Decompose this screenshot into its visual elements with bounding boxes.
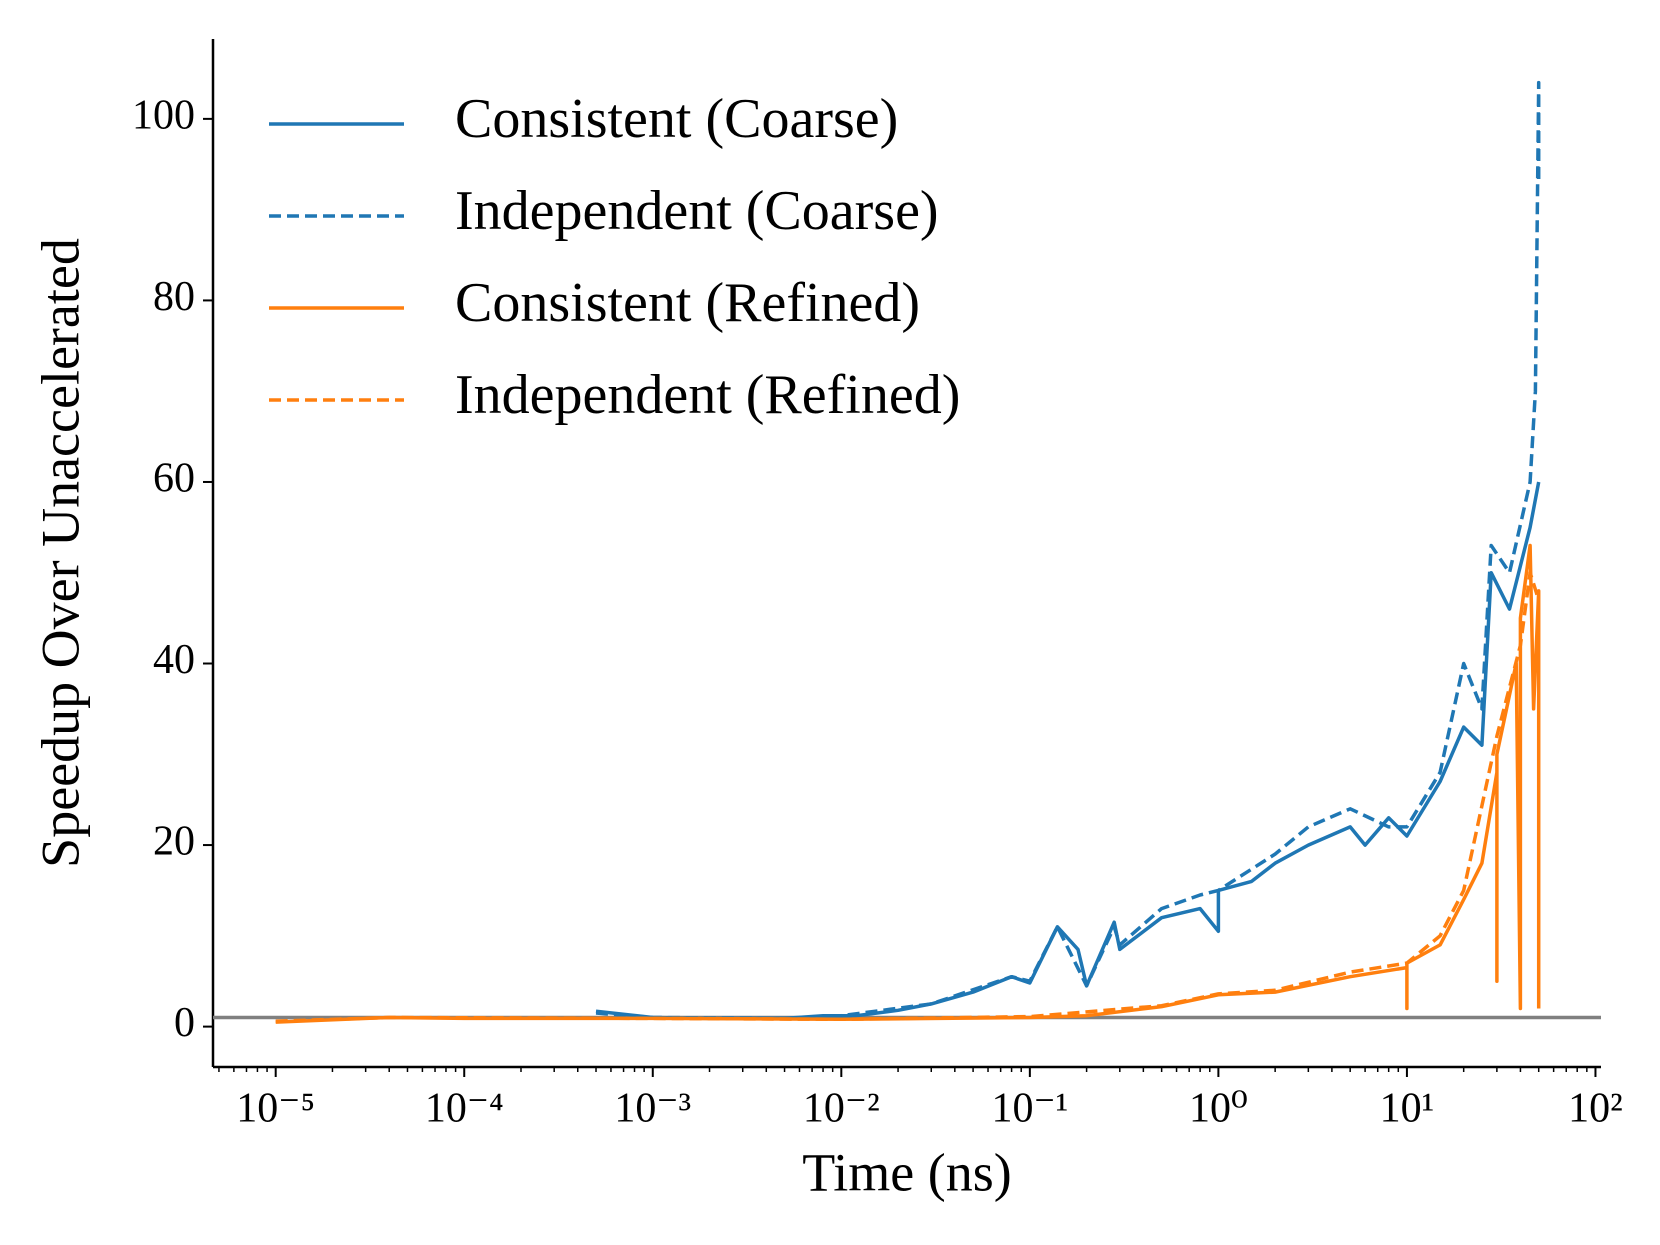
y-tick-label: 60 — [153, 456, 195, 502]
series-line — [275, 570, 1541, 1023]
x-tick-label: 10⁻³ — [614, 1086, 691, 1132]
x-axis-label: Time (ns) — [802, 1142, 1012, 1202]
legend-label: Independent (Refined) — [455, 364, 960, 426]
series-line — [595, 80, 1541, 1021]
y-tick-label: 100 — [132, 93, 195, 139]
y-axis-label: Speedup Over Unaccelerated — [30, 238, 90, 868]
legend-label: Consistent (Refined) — [455, 272, 920, 334]
series-line — [275, 543, 1541, 1024]
x-tick-label: 10⁰ — [1189, 1086, 1248, 1132]
x-tick-label: 10¹ — [1380, 1086, 1435, 1132]
x-tick-label: 10² — [1568, 1086, 1623, 1132]
legend-label: Consistent (Coarse) — [455, 88, 898, 150]
legend-label: Independent (Coarse) — [455, 180, 939, 242]
x-tick-label: 10⁻⁵ — [236, 1086, 315, 1132]
x-tick-label: 10⁻⁴ — [425, 1086, 504, 1132]
series-line — [595, 481, 1541, 1021]
x-tick-label: 10⁻¹ — [991, 1086, 1068, 1132]
x-tick-label: 10⁻² — [803, 1086, 880, 1132]
y-tick-label: 0 — [174, 1000, 195, 1046]
y-tick-label: 20 — [153, 819, 195, 865]
y-tick-label: 40 — [153, 637, 195, 683]
y-tick-label: 80 — [153, 274, 195, 320]
